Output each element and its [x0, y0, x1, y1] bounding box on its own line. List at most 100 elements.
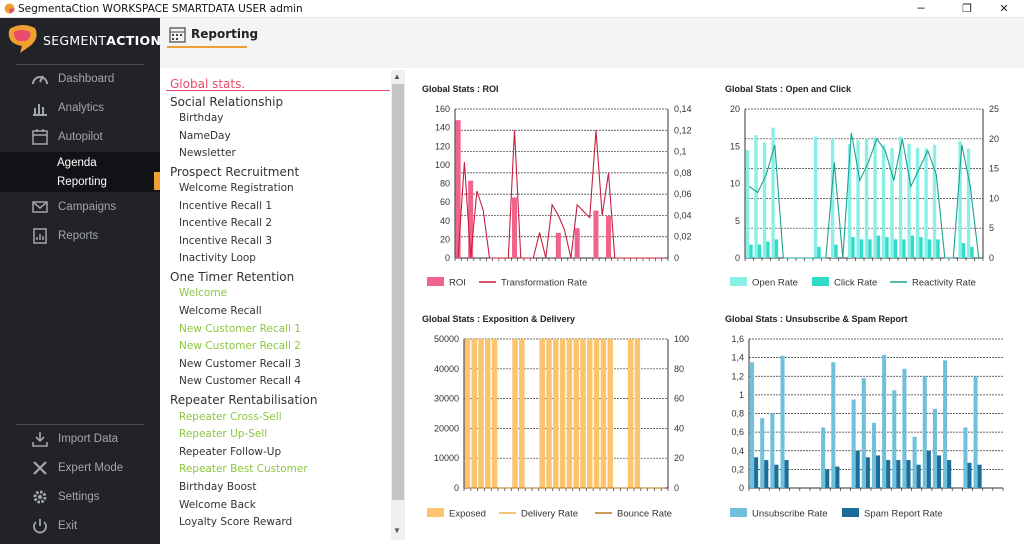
- y-tick-label: 5: [735, 216, 740, 226]
- bar-unsubscribe-rate: [821, 427, 826, 488]
- gear-icon: [33, 490, 47, 504]
- legend-swatch: [812, 277, 829, 286]
- scroll-thumb[interactable]: [392, 84, 404, 500]
- page-header: Reporting: [160, 18, 1024, 68]
- y-tick-label: 80: [440, 179, 450, 189]
- power-icon: [33, 519, 47, 534]
- bar-spam-report-rate: [876, 455, 881, 488]
- y-tick-label: 0,4: [731, 446, 744, 456]
- list-item[interactable]: New Customer Recall 3: [179, 358, 301, 370]
- bar-spam-report-rate: [774, 464, 779, 488]
- bar-unsubscribe-rate: [750, 362, 755, 488]
- bar-open-rate: [745, 149, 750, 258]
- sidebar-label: Reports: [58, 230, 99, 242]
- bar-click-rate: [970, 246, 974, 258]
- bar-unsubscribe-rate: [892, 390, 897, 488]
- list-item[interactable]: Welcome Back: [179, 499, 256, 511]
- category-header[interactable]: Repeater Rentabilisation: [170, 393, 318, 407]
- bar-exposed: [485, 339, 491, 488]
- bar-click-rate: [817, 246, 821, 258]
- y-tick-label: 0,8: [731, 409, 744, 419]
- list-item[interactable]: Birthday Boost: [179, 481, 257, 493]
- list-item[interactable]: Welcome: [179, 287, 228, 299]
- bar-click-rate: [859, 239, 864, 258]
- bar-unsubscribe-rate: [882, 354, 887, 488]
- sidebar-item-agenda[interactable]: Agenda: [57, 157, 97, 169]
- bar-click-rate: [902, 239, 906, 258]
- list-scrollbar[interactable]: ▲ ▼: [391, 70, 405, 540]
- list-item[interactable]: Incentive Recall 1: [179, 200, 273, 212]
- bar-exposed: [553, 339, 559, 488]
- bar-open-rate: [762, 142, 767, 258]
- y-tick-label: 1,6: [731, 334, 744, 344]
- bar-click-rate: [876, 235, 881, 258]
- bar-exposed: [539, 339, 545, 488]
- bar-exposed: [512, 339, 518, 488]
- list-item[interactable]: Repeater Cross-Sell: [179, 411, 282, 423]
- bar-exposed: [546, 339, 552, 488]
- y2-tick-label: 40: [674, 423, 684, 433]
- bar-roi: [574, 228, 580, 258]
- minimize-button[interactable]: ─: [917, 2, 925, 15]
- legend-label: Spam Report Rate: [864, 509, 943, 520]
- sidebar-divider: [16, 424, 144, 425]
- category-header[interactable]: One Timer Retention: [170, 270, 295, 284]
- bar-click-rate: [927, 239, 932, 258]
- tools-icon: [33, 461, 47, 475]
- list-item[interactable]: New Customer Recall 4: [179, 375, 301, 387]
- list-item[interactable]: Repeater Follow-Up: [179, 446, 282, 458]
- bar-open-rate: [915, 147, 920, 258]
- sidebar-label: Import Data: [58, 433, 119, 445]
- bar-click-rate: [774, 239, 779, 258]
- sidebar-label: Campaigns: [58, 201, 117, 213]
- list-item[interactable]: Newsletter: [179, 147, 236, 159]
- global-stats-item[interactable]: Global stats.: [170, 77, 246, 91]
- y2-tick-label: 60: [674, 394, 684, 404]
- y2-tick-label: 0,08: [674, 168, 692, 178]
- scroll-up-icon[interactable]: ▲: [393, 72, 401, 81]
- list-item[interactable]: Inactivity Loop: [179, 252, 256, 264]
- list-item[interactable]: NameDay: [179, 130, 231, 142]
- y2-tick-label: 20: [674, 453, 684, 463]
- bar-exposed: [627, 339, 634, 488]
- list-item[interactable]: Repeater Up-Sell: [179, 428, 268, 440]
- calendar-icon: [32, 129, 48, 145]
- bar-roi: [468, 180, 474, 258]
- y-tick-label: 20: [730, 104, 740, 114]
- bar-spam-report-rate: [886, 460, 891, 488]
- list-item[interactable]: Repeater Best Customer: [179, 463, 308, 475]
- bar-open-rate: [864, 138, 869, 258]
- sidebar-item-reporting[interactable]: Reporting: [57, 176, 107, 188]
- list-item[interactable]: New Customer Recall 2: [179, 340, 301, 352]
- list-item[interactable]: Loyalty Score Reward: [179, 516, 293, 528]
- charts-area: Global Stats : ROI 0 20 40 60 80 100 120 140 160 0…: [406, 68, 1024, 544]
- bar-click-rate: [919, 237, 923, 258]
- legend-swatch: [427, 508, 444, 517]
- sidebar-submenu: [0, 152, 160, 192]
- y-tick-label: 120: [435, 141, 450, 151]
- report-icon: [33, 228, 47, 244]
- list-item[interactable]: Incentive Recall 3: [179, 235, 273, 247]
- charts-svg: Global Stats : ROI0204060801001201401600…: [422, 84, 1004, 520]
- sidebar: SEGMENTACTION Dashboard Analytics Autopi…: [0, 18, 161, 544]
- category-header[interactable]: Prospect Recruitment: [170, 165, 300, 179]
- bar-unsubscribe-rate: [973, 376, 978, 488]
- category-header[interactable]: Social Relationship: [170, 95, 284, 109]
- list-item[interactable]: Incentive Recall 2: [179, 217, 273, 229]
- bar-click-rate: [749, 244, 753, 258]
- close-button[interactable]: ✕: [999, 2, 1009, 15]
- maximize-button[interactable]: ❐: [962, 2, 972, 15]
- list-item[interactable]: Welcome Recall: [179, 305, 262, 317]
- sidebar-label: Expert Mode: [58, 462, 124, 474]
- line-transformation-rate: [457, 130, 665, 259]
- legend-label: Delivery Rate: [521, 509, 578, 520]
- y-tick-label: 1: [739, 390, 744, 400]
- list-item[interactable]: Welcome Registration: [179, 182, 294, 194]
- list-item[interactable]: New Customer Recall 1: [179, 323, 301, 335]
- bar-unsubscribe-rate: [932, 408, 937, 488]
- y-tick-label: 10000: [434, 453, 459, 463]
- scroll-down-icon[interactable]: ▼: [393, 526, 401, 535]
- list-item[interactable]: Birthday: [179, 112, 224, 124]
- bar-exposed: [573, 339, 579, 488]
- legend-label: Transformation Rate: [501, 278, 587, 289]
